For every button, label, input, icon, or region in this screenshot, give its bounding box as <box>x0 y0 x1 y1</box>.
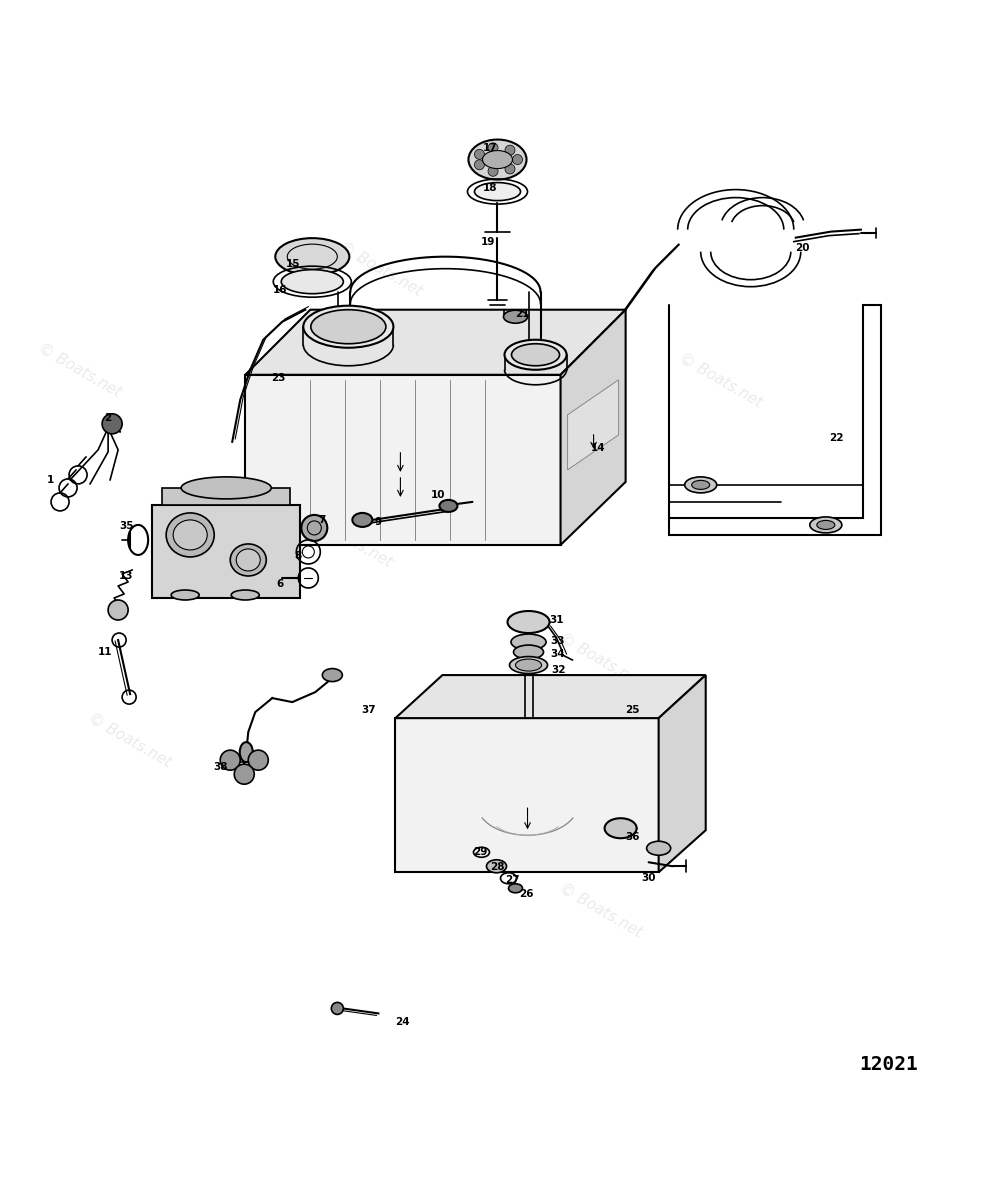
Ellipse shape <box>810 517 842 533</box>
Ellipse shape <box>240 742 253 762</box>
Polygon shape <box>152 505 300 598</box>
Polygon shape <box>395 676 706 718</box>
Ellipse shape <box>605 818 637 839</box>
Text: 18: 18 <box>483 182 497 192</box>
Ellipse shape <box>516 659 542 671</box>
Text: 22: 22 <box>830 433 844 443</box>
Polygon shape <box>561 310 626 545</box>
Ellipse shape <box>236 548 260 571</box>
Text: 16: 16 <box>273 284 287 295</box>
Ellipse shape <box>505 340 567 370</box>
Text: 14: 14 <box>592 443 606 452</box>
Text: 28: 28 <box>490 863 505 872</box>
Polygon shape <box>245 374 561 545</box>
Text: 34: 34 <box>551 649 565 659</box>
Circle shape <box>474 160 484 169</box>
Circle shape <box>488 167 498 176</box>
Text: © Boats.net: © Boats.net <box>336 240 424 300</box>
Ellipse shape <box>173 520 207 550</box>
Text: 8: 8 <box>294 551 302 560</box>
Ellipse shape <box>230 544 266 576</box>
Ellipse shape <box>310 310 385 343</box>
Text: 30: 30 <box>642 874 656 883</box>
Text: 32: 32 <box>552 665 566 676</box>
Circle shape <box>234 764 254 784</box>
Text: 25: 25 <box>626 706 640 715</box>
Ellipse shape <box>352 512 372 527</box>
Text: © Boats.net: © Boats.net <box>36 340 124 400</box>
Ellipse shape <box>685 476 717 493</box>
Text: 2: 2 <box>104 413 112 422</box>
Ellipse shape <box>166 512 214 557</box>
Text: © Boats.net: © Boats.net <box>557 630 645 690</box>
Circle shape <box>102 414 122 434</box>
Ellipse shape <box>181 476 271 499</box>
Circle shape <box>108 600 128 620</box>
Ellipse shape <box>512 634 547 650</box>
Circle shape <box>248 750 268 770</box>
Text: 33: 33 <box>551 636 565 646</box>
Polygon shape <box>659 676 706 872</box>
Text: © Boats.net: © Boats.net <box>86 710 174 770</box>
Ellipse shape <box>504 311 528 323</box>
Text: 37: 37 <box>361 706 375 715</box>
Ellipse shape <box>508 611 550 634</box>
Text: 24: 24 <box>395 1018 409 1027</box>
Text: 31: 31 <box>550 616 564 625</box>
Text: 9: 9 <box>374 517 382 527</box>
Ellipse shape <box>322 668 342 682</box>
Text: 12021: 12021 <box>860 1055 918 1074</box>
Ellipse shape <box>303 306 393 348</box>
Text: © Boats.net: © Boats.net <box>306 510 394 570</box>
Text: 19: 19 <box>481 236 495 247</box>
Ellipse shape <box>281 270 343 294</box>
Text: 17: 17 <box>483 143 497 152</box>
Ellipse shape <box>275 238 349 275</box>
Circle shape <box>474 149 484 160</box>
Polygon shape <box>395 718 659 872</box>
Text: © Boats.net: © Boats.net <box>677 350 765 409</box>
Ellipse shape <box>647 841 671 856</box>
Ellipse shape <box>231 590 259 600</box>
Ellipse shape <box>486 859 507 872</box>
Text: 38: 38 <box>213 762 227 772</box>
Ellipse shape <box>509 883 523 893</box>
Polygon shape <box>245 310 626 374</box>
Text: 20: 20 <box>796 242 810 253</box>
Ellipse shape <box>510 656 548 673</box>
Text: 27: 27 <box>506 875 520 886</box>
Text: 13: 13 <box>119 571 133 581</box>
Ellipse shape <box>692 480 710 490</box>
Text: 36: 36 <box>626 833 640 842</box>
Ellipse shape <box>514 646 544 659</box>
Circle shape <box>331 1002 343 1014</box>
Circle shape <box>301 515 327 541</box>
Text: 35: 35 <box>119 521 133 530</box>
Text: 10: 10 <box>431 490 445 500</box>
Circle shape <box>505 164 515 174</box>
Text: 15: 15 <box>286 259 300 269</box>
Text: 11: 11 <box>98 647 112 658</box>
Circle shape <box>505 145 515 155</box>
Ellipse shape <box>439 500 457 512</box>
Text: 7: 7 <box>318 515 326 524</box>
Circle shape <box>513 155 523 164</box>
Ellipse shape <box>468 139 527 180</box>
Text: 1: 1 <box>46 475 54 485</box>
Polygon shape <box>568 379 619 470</box>
Text: 6: 6 <box>276 578 284 589</box>
Text: 23: 23 <box>271 373 285 383</box>
Ellipse shape <box>482 150 513 168</box>
Ellipse shape <box>817 521 835 529</box>
Polygon shape <box>162 488 290 505</box>
Text: 26: 26 <box>520 889 534 899</box>
Circle shape <box>488 143 498 152</box>
Text: 21: 21 <box>516 308 530 319</box>
Circle shape <box>220 750 240 770</box>
Ellipse shape <box>474 182 521 200</box>
Text: 29: 29 <box>473 847 487 857</box>
Ellipse shape <box>512 343 560 366</box>
Text: © Boats.net: © Boats.net <box>557 881 645 940</box>
Ellipse shape <box>171 590 199 600</box>
